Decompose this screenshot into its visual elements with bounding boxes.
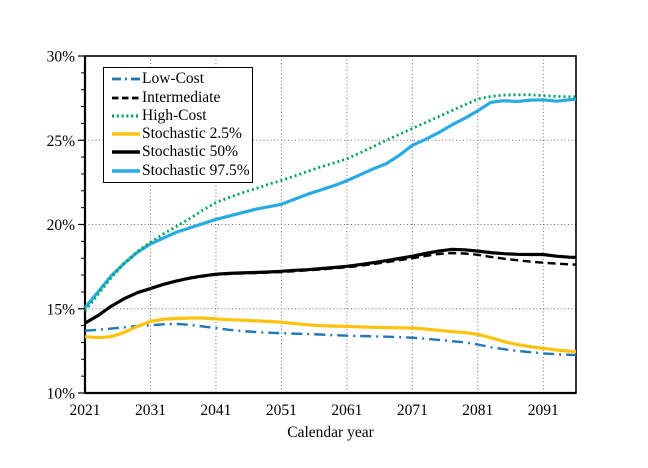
series-line-stochastic-2-5- bbox=[84, 316, 577, 354]
legend-line-sample bbox=[112, 96, 140, 99]
x-tick-label: 2071 bbox=[397, 402, 428, 419]
y-tick-label: 10% bbox=[47, 386, 76, 403]
legend-item-stochastic-97-5-: Stochastic 97.5% bbox=[111, 162, 250, 180]
series-line-high-cost bbox=[83, 93, 576, 312]
y-tick-label: 25% bbox=[47, 133, 76, 150]
legend-label: High-Cost bbox=[142, 106, 207, 124]
legend-item-low-cost: Low-Cost bbox=[111, 70, 250, 88]
chart-legend: Low-Cost Intermediate High-Cost Stochastic … bbox=[103, 67, 253, 183]
legend-line-sample bbox=[112, 150, 140, 155]
legend-label: Stochastic 50% bbox=[142, 143, 238, 161]
legend-label: Stochastic 97.5% bbox=[142, 161, 250, 179]
x-tick-label: 2081 bbox=[462, 402, 493, 419]
x-tick-label: 2091 bbox=[528, 402, 559, 419]
x-tick-label: 2021 bbox=[70, 402, 101, 419]
series-line-stochastic-97-5- bbox=[83, 97, 577, 309]
series-line-intermediate bbox=[84, 251, 577, 325]
legend-line-sample bbox=[112, 77, 140, 81]
legend-line-sample bbox=[112, 114, 140, 118]
y-tick-label: 30% bbox=[47, 49, 76, 66]
x-tick-label: 2041 bbox=[200, 402, 231, 419]
x-tick-label: 2031 bbox=[135, 402, 166, 419]
y-tick-label: 20% bbox=[47, 217, 76, 234]
legend-label: Low-Cost bbox=[142, 70, 204, 88]
x-tick-label: 2061 bbox=[331, 402, 362, 419]
series-line-low-cost bbox=[84, 322, 577, 357]
series-line-stochastic-50- bbox=[84, 247, 577, 325]
legend-item-stochastic-50-: Stochastic 50% bbox=[111, 143, 250, 161]
x-axis-label: Calendar year bbox=[287, 424, 374, 441]
legend-line-sample bbox=[112, 132, 140, 136]
y-tick-label: 15% bbox=[47, 301, 76, 318]
x-tick-label: 2051 bbox=[266, 402, 297, 419]
legend-item-intermediate: Intermediate bbox=[111, 89, 250, 107]
legend-line-sample bbox=[112, 168, 140, 173]
legend-label: Intermediate bbox=[142, 88, 221, 106]
legend-item-high-cost: High-Cost bbox=[111, 107, 250, 125]
legend-label: Stochastic 2.5% bbox=[142, 125, 242, 143]
legend-item-stochastic-2-5-: Stochastic 2.5% bbox=[111, 125, 250, 143]
